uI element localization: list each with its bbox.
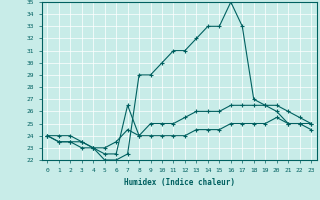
X-axis label: Humidex (Indice chaleur): Humidex (Indice chaleur) bbox=[124, 178, 235, 187]
